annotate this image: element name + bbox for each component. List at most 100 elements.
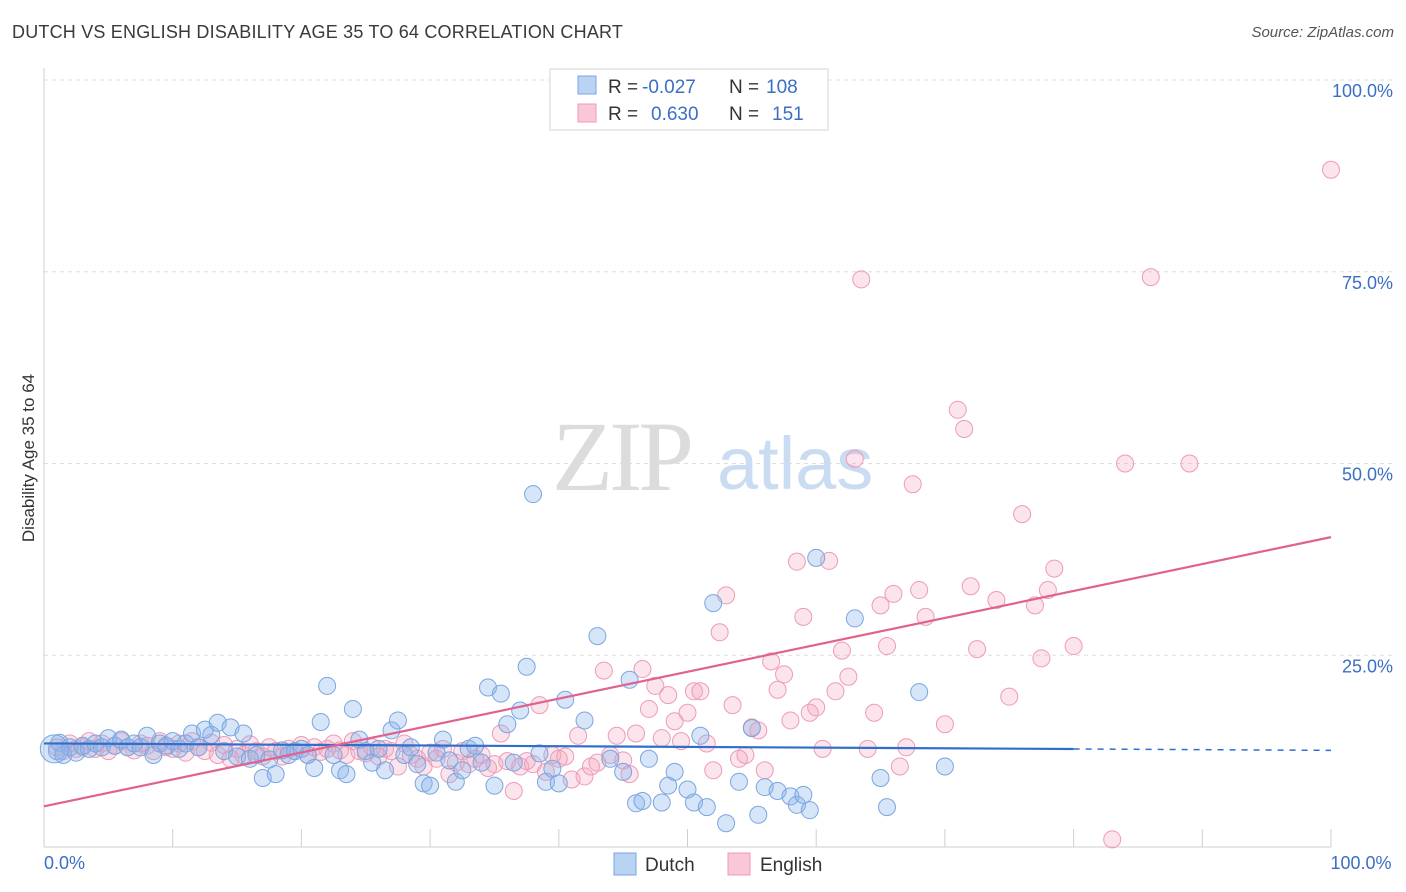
english-point (427, 749, 446, 768)
dutch-point (189, 738, 208, 757)
english-point (530, 696, 549, 715)
english-point (1103, 830, 1122, 849)
dutch-point (729, 772, 748, 791)
dutch-point (311, 712, 330, 731)
gridlines (44, 79, 1392, 656)
english-point (504, 782, 523, 801)
watermark-zip: ZIP (552, 401, 690, 512)
english-points (47, 160, 1340, 849)
dutch-point (453, 761, 472, 780)
english-point (910, 581, 929, 600)
english-point (607, 726, 626, 745)
dutch-point (266, 765, 285, 784)
english-r-label: R = (608, 104, 638, 125)
english-point (723, 696, 742, 715)
english-point (556, 747, 575, 766)
english-r-value: 0.630 (651, 104, 699, 125)
y-tick-label: 100.0% (1332, 81, 1393, 101)
english-point (813, 739, 832, 758)
english-point (1045, 559, 1064, 578)
legend: Dutch English (613, 852, 822, 876)
english-point (704, 761, 723, 780)
dutch-point (343, 699, 362, 718)
dutch-point (678, 780, 697, 799)
dutch-point (665, 762, 684, 781)
english-point (1032, 649, 1051, 668)
english-point (961, 577, 980, 596)
english-point (491, 724, 510, 743)
english-n-value: 151 (772, 104, 804, 125)
english-point (575, 767, 594, 786)
english-point (826, 682, 845, 701)
dutch-point (433, 730, 452, 749)
english-swatch (577, 103, 597, 123)
dutch-point (549, 774, 568, 793)
english-point (775, 665, 794, 684)
dutch-point (800, 801, 819, 820)
dutch-point (794, 785, 813, 804)
english-n-label: N = (729, 104, 759, 125)
dutch-n-label: N = (729, 77, 759, 98)
dutch-point (421, 776, 440, 795)
english-point (652, 729, 671, 748)
dutch-point (491, 684, 510, 703)
legend-english-swatch (727, 852, 751, 876)
english-point (1116, 454, 1135, 473)
english-point (852, 270, 871, 289)
english-point (845, 449, 864, 468)
english-point (710, 623, 729, 642)
dutch-point (504, 753, 523, 772)
dutch-point (401, 738, 420, 757)
dutch-point (588, 627, 607, 646)
y-axis-label: Disability Age 35 to 64 (19, 374, 38, 542)
x-tick-labels: 0.0% 100.0% (44, 853, 1392, 873)
english-point (1180, 454, 1199, 473)
x-tick-label: 0.0% (44, 853, 85, 873)
english-point (736, 745, 755, 764)
dutch-point (691, 726, 710, 745)
dutch-point (144, 745, 163, 764)
english-point (884, 584, 903, 603)
english-point (672, 732, 691, 751)
trendlines (43, 536, 1332, 808)
y-tick-label: 25.0% (1342, 656, 1393, 676)
dutch-point (845, 609, 864, 628)
english-point (659, 686, 678, 705)
english-point (1000, 687, 1019, 706)
english-point (903, 475, 922, 494)
dutch-point (337, 765, 356, 784)
dutch-point (530, 744, 549, 763)
dutch-point (742, 719, 761, 738)
dutch-r-label: R = (608, 77, 638, 98)
english-point (807, 698, 826, 717)
dutch-point (575, 711, 594, 730)
dutch-points (39, 485, 954, 833)
english-point (1013, 505, 1032, 524)
chart-title: DUTCH VS ENGLISH DISABILITY AGE 35 TO 64… (12, 22, 624, 42)
english-point (987, 591, 1006, 610)
dutch-point (376, 761, 395, 780)
dutch-point (305, 758, 324, 777)
legend-english-label: English (760, 855, 822, 876)
y-tick-labels: 25.0% 50.0% 75.0% 100.0% (1332, 81, 1393, 676)
stats-box: R = -0.027 N = 108 R = 0.630 N = 151 (549, 68, 829, 131)
english-point (865, 703, 884, 722)
english-point (594, 661, 613, 680)
english-point (569, 726, 588, 745)
dutch-point (446, 772, 465, 791)
english-point (1025, 596, 1044, 615)
dutch-point (639, 749, 658, 768)
dutch-point (99, 729, 118, 748)
dutch-point (324, 745, 343, 764)
dutch-point (633, 791, 652, 810)
english-point (890, 757, 909, 776)
dutch-point (408, 755, 427, 774)
dutch-r-value: -0.027 (642, 77, 696, 98)
dutch-point (485, 776, 504, 795)
dutch-point (472, 753, 491, 772)
dutch-point (318, 676, 337, 695)
english-point (1038, 581, 1057, 600)
dutch-point (652, 793, 671, 812)
dutch-point (440, 751, 459, 770)
